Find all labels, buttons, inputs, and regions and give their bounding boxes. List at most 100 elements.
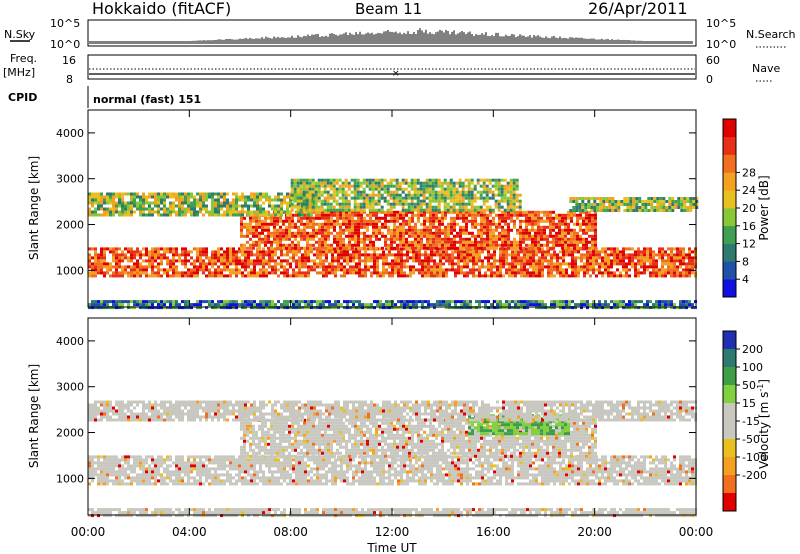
- heatmap-cell: [247, 204, 250, 208]
- heatmap-cell: [538, 300, 541, 304]
- heatmap-cell: [646, 265, 649, 269]
- heatmap-cell: [255, 234, 258, 238]
- heatmap-cell: [410, 208, 414, 212]
- heatmap-cell: [451, 253, 454, 257]
- heatmap-cell: [376, 265, 379, 269]
- heatmap-cell: [286, 259, 289, 263]
- heatmap-cell: [505, 259, 508, 263]
- heatmap-cell: [235, 198, 238, 202]
- heatmap-cell: [330, 246, 333, 250]
- heatmap-cell: [282, 219, 285, 223]
- heatmap-cell: [453, 222, 456, 226]
- heatmap-cell: [292, 198, 295, 202]
- heatmap-cell: [424, 300, 427, 304]
- heatmap-cell: [220, 256, 223, 260]
- heatmap-cell: [417, 231, 420, 235]
- heatmap-cell: [392, 193, 396, 197]
- heatmap-cell: [387, 213, 390, 217]
- heatmap-cell: [94, 306, 97, 310]
- heatmap-cell: [434, 190, 438, 194]
- heatmap-cell: [531, 225, 534, 229]
- heatmap-cell: [397, 253, 400, 257]
- heatmap-cell: [88, 210, 91, 214]
- heatmap-cell: [484, 271, 487, 275]
- heatmap-cell: [510, 228, 513, 232]
- heatmap-cell: [652, 256, 655, 260]
- heatmap-cell: [172, 262, 175, 266]
- heatmap-cell: [91, 303, 94, 307]
- heatmap-cell: [577, 268, 580, 272]
- heatmap-cell: [326, 196, 330, 200]
- heatmap-cell: [414, 246, 417, 250]
- heatmap-cell: [553, 274, 556, 278]
- heatmap-cell: [434, 208, 438, 212]
- heatmap-cell: [220, 271, 223, 275]
- heatmap-cell: [494, 181, 498, 185]
- heatmap-cell: [318, 210, 321, 214]
- heatmap-cell: [349, 300, 352, 304]
- heatmap-cell: [274, 207, 277, 211]
- heatmap-cell: [644, 203, 648, 206]
- heatmap-cell: [288, 225, 291, 229]
- heatmap-cell: [241, 213, 244, 217]
- heatmap-cell: [602, 197, 606, 200]
- heatmap-cell: [354, 243, 357, 247]
- heatmap-cell: [217, 210, 220, 214]
- heatmap-cell: [277, 274, 280, 278]
- heatmap-cell: [515, 199, 519, 203]
- heatmap-cell: [244, 259, 247, 263]
- heatmap-cell: [525, 219, 528, 223]
- heatmap-cell: [252, 219, 255, 223]
- heatmap-cell: [534, 231, 537, 235]
- heatmap-cell: [330, 222, 333, 226]
- heatmap-cell: [643, 247, 646, 251]
- heatmap-cell: [493, 306, 496, 310]
- heatmap-cell: [235, 306, 238, 310]
- heatmap-cell: [324, 210, 327, 214]
- heatmap-cell: [97, 300, 100, 304]
- heatmap-cell: [405, 213, 408, 217]
- heatmap-cell: [308, 184, 312, 188]
- heatmap-cell: [296, 199, 300, 203]
- heatmap-cell: [339, 216, 342, 220]
- heatmap-cell: [163, 300, 166, 304]
- heatmap-cell: [506, 208, 510, 212]
- heatmap-cell: [558, 231, 561, 235]
- heatmap-cell: [416, 193, 420, 197]
- heatmap-cell: [157, 256, 160, 260]
- heatmap-cell: [142, 207, 145, 211]
- heatmap-cell: [328, 265, 331, 269]
- heatmap-cell: [335, 199, 339, 203]
- heatmap-cell: [181, 198, 184, 202]
- heatmap-cell: [184, 274, 187, 278]
- heatmap-cell: [529, 250, 532, 254]
- heatmap-cell: [583, 303, 586, 307]
- heatmap-cell: [124, 201, 127, 205]
- heatmap-cell: [682, 250, 685, 254]
- heatmap-cell: [139, 303, 142, 307]
- heatmap-cell: [444, 237, 447, 241]
- heatmap-cell: [534, 243, 537, 247]
- heatmap-cell: [139, 198, 142, 202]
- heatmap-cell: [580, 303, 583, 307]
- heatmap-cell: [217, 253, 220, 257]
- heatmap-cell: [537, 237, 540, 241]
- heatmap-cell: [334, 303, 337, 307]
- heatmap-cell: [514, 303, 517, 307]
- heatmap-cell: [124, 204, 127, 208]
- heatmap-cell: [607, 268, 610, 272]
- heatmap-cell: [283, 201, 286, 205]
- heatmap-cell: [579, 213, 582, 217]
- heatmap-cell: [446, 187, 450, 191]
- heatmap-cell: [580, 306, 583, 310]
- heatmap-cell: [525, 243, 528, 247]
- heatmap-cell: [211, 195, 214, 199]
- heatmap-cell: [157, 207, 160, 211]
- heatmap-cell: [464, 178, 468, 182]
- heatmap-cell: [196, 213, 199, 217]
- heatmap-cell: [584, 206, 588, 209]
- heatmap-cell: [641, 206, 645, 209]
- heatmap-cell: [623, 203, 627, 206]
- heatmap-cell: [616, 259, 619, 263]
- heatmap-cell: [184, 210, 187, 214]
